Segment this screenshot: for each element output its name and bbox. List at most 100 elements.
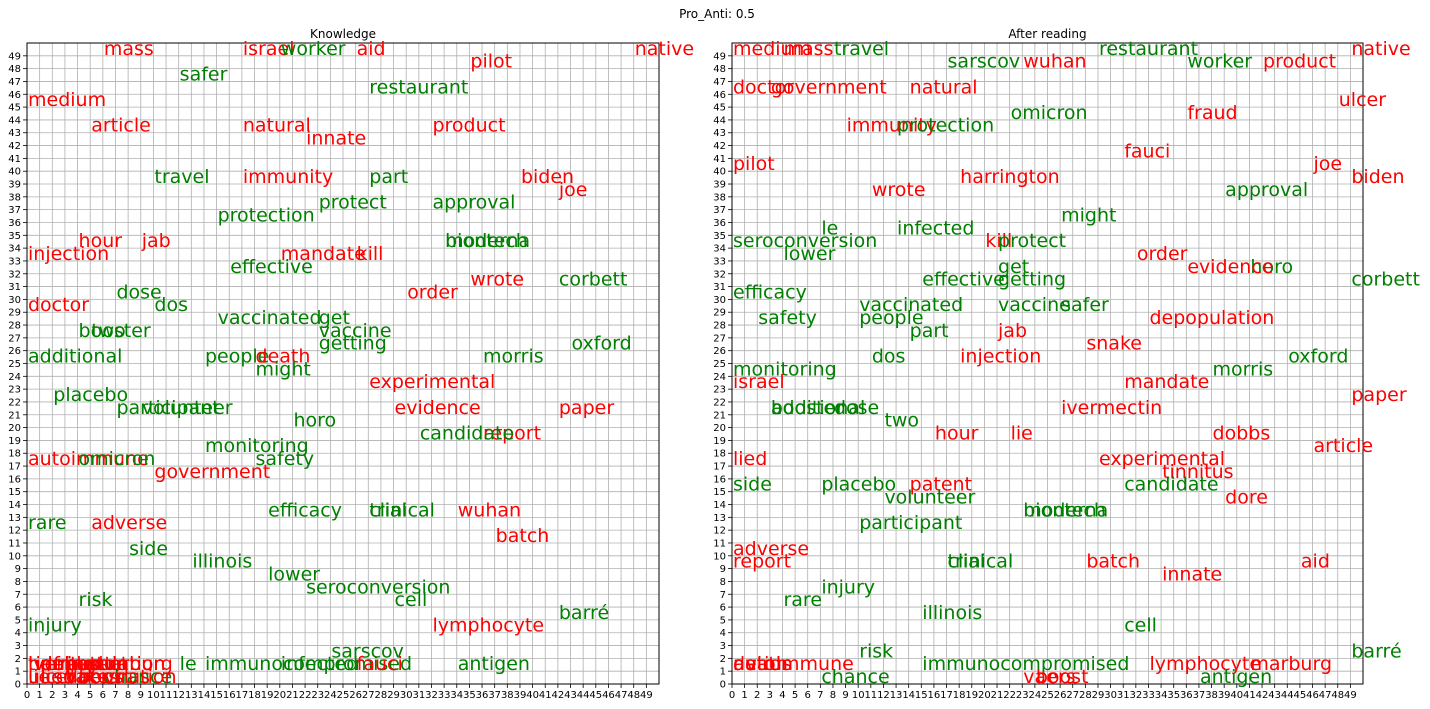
word-label-pro: nation: [116, 666, 176, 688]
y-tick-label: 49: [8, 51, 21, 62]
word-label-pro: report: [483, 422, 541, 444]
y-tick-label: 16: [8, 474, 21, 485]
x-tick-label: 2: [49, 690, 55, 701]
y-tick-label: 2: [15, 654, 21, 665]
y-tick-label: 30: [713, 295, 726, 306]
word-label-anti: worker: [1187, 51, 1252, 73]
word-label-anti: cell: [395, 589, 428, 611]
word-label-anti: candidate: [1124, 474, 1218, 496]
word-label-anti: vaccine: [319, 320, 392, 342]
x-tick-label: 29: [1092, 690, 1105, 701]
word-label-anti: oxford: [572, 333, 632, 355]
word-label-anti: cell: [1124, 615, 1157, 637]
word-label-pro: experimental: [369, 371, 495, 393]
x-tick-label: 15: [915, 690, 928, 701]
word-label-pro: vaers: [1023, 666, 1075, 688]
y-tick-label: 9: [720, 564, 726, 575]
y-tick-label: 25: [8, 359, 21, 370]
word-label-anti: infected: [897, 217, 974, 239]
y-tick-label: 7: [15, 590, 21, 601]
x-tick-label: 37: [488, 690, 501, 701]
x-tick-label: 40: [526, 690, 539, 701]
x-tick-label: 11: [864, 690, 877, 701]
y-tick-label: 20: [8, 423, 21, 434]
x-tick-label: 47: [1319, 690, 1332, 701]
word-label-pro: death: [733, 653, 788, 675]
word-label-anti: lower: [783, 243, 835, 265]
x-tick-label: 35: [463, 690, 476, 701]
y-tick-label: 14: [8, 500, 21, 511]
y-tick-label: 36: [8, 218, 21, 229]
word-label-anti: efficacy: [268, 499, 342, 521]
word-label-anti: illinois: [922, 602, 982, 624]
word-label-anti: clinical: [369, 499, 435, 521]
x-tick-label: 17: [236, 690, 249, 701]
y-tick-label: 10: [713, 551, 726, 562]
y-tick-label: 12: [8, 526, 21, 537]
word-label-anti: approval: [432, 192, 515, 214]
x-tick-label: 28: [375, 690, 388, 701]
y-tick-label: 18: [713, 449, 726, 460]
x-tick-label: 42: [1256, 690, 1269, 701]
word-label-anti: antigen: [458, 653, 530, 675]
panel-title: After reading: [1008, 27, 1086, 41]
word-label-anti: effective: [922, 269, 1005, 291]
word-label-anti: clinical: [948, 551, 1014, 573]
y-tick-label: 0: [720, 680, 726, 691]
word-label-anti: vaccinated: [859, 294, 963, 316]
x-tick-label: 6: [805, 690, 811, 701]
y-tick-label: 3: [15, 641, 21, 652]
word-label-anti: horo: [293, 410, 336, 432]
word-label-pro: mandate: [281, 243, 366, 265]
word-label-pro: batch: [1086, 551, 1140, 573]
word-label-pro: immunity: [847, 115, 937, 137]
word-label-anti: sarscov: [331, 640, 404, 662]
x-tick-label: 41: [539, 690, 552, 701]
word-label-pro: natural: [910, 76, 978, 98]
y-tick-label: 6: [720, 603, 726, 614]
word-label-anti: chance: [104, 666, 172, 688]
y-tick-label: 37: [8, 205, 21, 216]
x-tick-label: 19: [965, 690, 978, 701]
x-tick-label: 21: [286, 690, 299, 701]
word-label-anti: illinois: [192, 551, 252, 573]
y-tick-label: 30: [8, 295, 21, 306]
x-tick-label: 6: [100, 690, 106, 701]
y-tick-label: 47: [8, 77, 21, 88]
word-label-pro: innate: [1162, 563, 1222, 585]
word-label-pro: snake: [53, 666, 109, 688]
x-tick-label: 13: [185, 690, 198, 701]
x-tick-label: 42: [552, 690, 565, 701]
word-label-anti: dos: [154, 294, 188, 316]
word-label-pro: virus: [104, 666, 150, 688]
word-label-anti: travel: [154, 166, 209, 188]
x-tick-label: 21: [991, 690, 1004, 701]
y-tick-label: 13: [713, 513, 726, 524]
y-tick-label: 26: [713, 346, 726, 357]
word-label-pro: product: [1263, 51, 1336, 73]
x-tick-label: 10: [852, 690, 865, 701]
y-tick-label: 5: [15, 615, 21, 626]
x-tick-label: 46: [1306, 690, 1319, 701]
word-label-pro: virus: [746, 653, 792, 675]
word-label-anti: travel: [834, 38, 889, 60]
word-label-anti: placebo: [821, 474, 896, 496]
y-tick-label: 24: [713, 372, 726, 383]
word-label-anti: infected: [281, 653, 358, 675]
y-tick-label: 45: [713, 103, 726, 114]
word-label-pro: natural: [243, 115, 311, 137]
x-tick-label: 8: [125, 690, 131, 701]
word-label-pro: ulcer: [1339, 89, 1386, 111]
x-tick-label: 33: [1142, 690, 1155, 701]
x-tick-label: 18: [953, 690, 966, 701]
y-tick-label: 17: [713, 462, 726, 473]
word-label-pro: fauci: [1124, 140, 1170, 162]
x-tick-label: 7: [817, 690, 823, 701]
word-label-pro: pilot: [733, 153, 775, 175]
x-tick-label: 45: [1294, 690, 1307, 701]
word-label-anti: le: [821, 217, 838, 239]
y-tick-label: 45: [8, 103, 21, 114]
word-label-anti: antigen: [1200, 666, 1272, 688]
word-label-anti: safer: [1061, 294, 1109, 316]
word-label-pro: lymphocyte: [1149, 653, 1261, 675]
